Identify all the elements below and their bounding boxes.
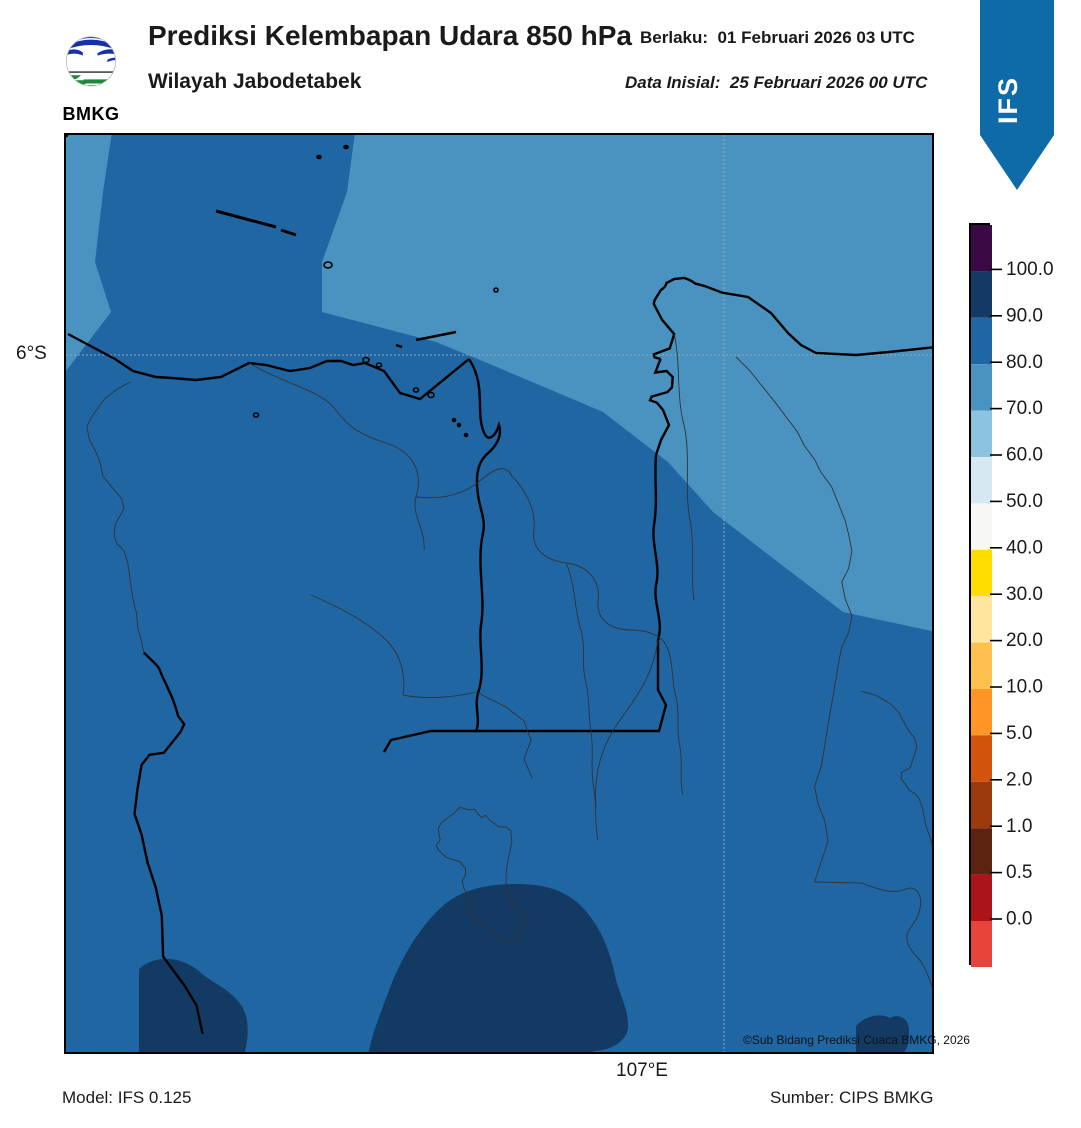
svg-text:70.0: 70.0 (1006, 398, 1043, 419)
svg-text:30.0: 30.0 (1006, 584, 1043, 605)
svg-text:20.0: 20.0 (1006, 630, 1043, 651)
svg-text:100.0: 100.0 (1006, 259, 1054, 280)
svg-text:0.5: 0.5 (1006, 862, 1032, 883)
svg-text:2.0: 2.0 (1006, 769, 1032, 790)
svg-text:IFS: IFS (993, 76, 1023, 124)
svg-text:5.0: 5.0 (1006, 723, 1032, 744)
svg-text:1.0: 1.0 (1006, 816, 1032, 837)
svg-text:50.0: 50.0 (1006, 491, 1043, 512)
svg-text:10.0: 10.0 (1006, 677, 1043, 698)
svg-text:90.0: 90.0 (1006, 305, 1043, 326)
svg-text:40.0: 40.0 (1006, 537, 1043, 558)
svg-text:60.0: 60.0 (1006, 445, 1043, 466)
svg-text:80.0: 80.0 (1006, 352, 1043, 373)
svg-text:0.0: 0.0 (1006, 909, 1032, 930)
